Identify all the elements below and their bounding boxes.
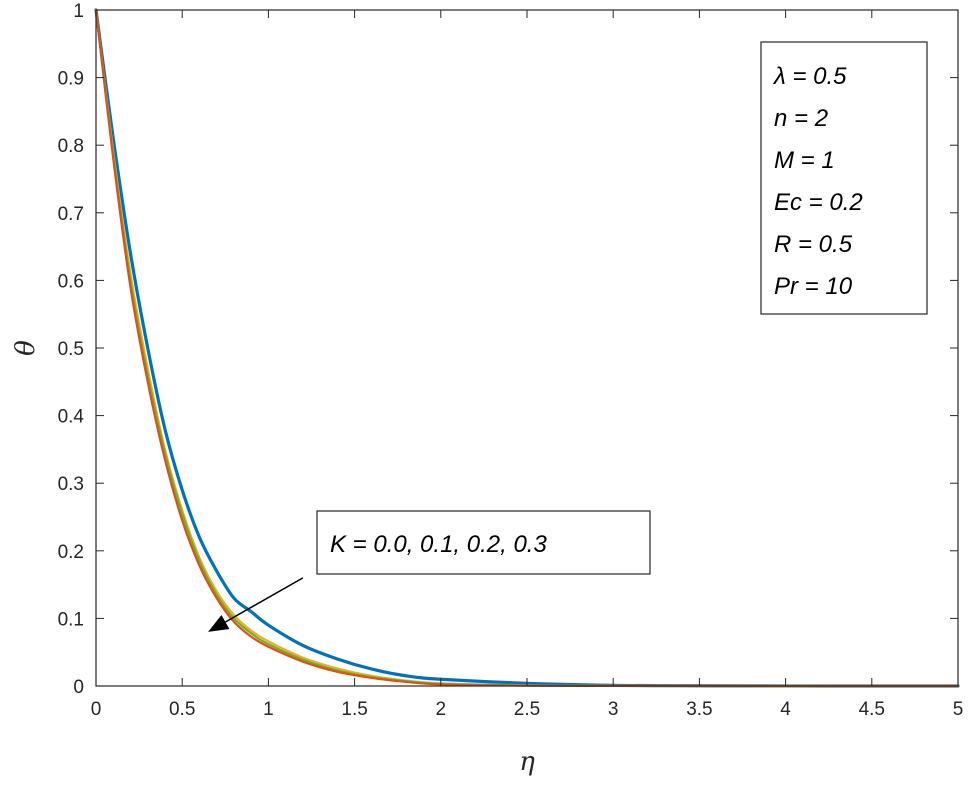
x-tick-label: 1.5 [341, 699, 367, 720]
y-tick-label: 0.4 [58, 407, 85, 428]
parameter-line: n = 2 [774, 105, 828, 132]
parameters-box: λ = 0.5 n = 2 M = 1 Ec = 0.2 R = 0.5 Pr = 10 [760, 41, 928, 315]
y-tick-label: 0.8 [58, 136, 84, 157]
k-annotation-text: K = 0.0, 0.1, 0.2, 0.3 [330, 531, 547, 558]
k-annotation-arrow-head [208, 615, 230, 632]
parameter-line: M = 1 [774, 147, 835, 174]
x-tick-label: 5 [953, 699, 964, 720]
y-tick-labels: 0 0.1 0.2 0.3 0.4 0.5 0.6 0.7 0.8 0.9 1 [58, 1, 85, 698]
k-annotation-box [316, 510, 651, 575]
y-tick-label: 0.3 [58, 474, 84, 495]
x-tick-label: 4.5 [859, 699, 885, 720]
ticks-layer [95, 9, 959, 687]
y-tick-label: 0 [73, 677, 84, 698]
parameter-line: Pr = 10 [774, 273, 853, 300]
parameters-box-lines: λ = 0.5 n = 2 M = 1 Ec = 0.2 R = 0.5 Pr = 10 [772, 63, 863, 300]
x-tick-label: 1 [263, 699, 274, 720]
x-tick-label: 4 [780, 699, 791, 720]
x-tick-labels: 0 0.5 1 1.5 2 2.5 3 3.5 4 4.5 5 [91, 699, 964, 720]
parameter-line: λ = 0.5 [772, 63, 847, 90]
x-tick-label: 2.5 [514, 699, 540, 720]
parameters-box-frame [760, 41, 928, 315]
x-tick-label: 0 [91, 699, 102, 720]
x-tick-label: 3 [608, 699, 619, 720]
x-axis-label: η [519, 747, 535, 777]
x-tick-label: 2 [436, 699, 447, 720]
y-tick-label: 1 [73, 1, 84, 22]
k-annotation: K = 0.0, 0.1, 0.2, 0.3 [208, 510, 651, 632]
x-tick-label: 3.5 [686, 699, 712, 720]
y-tick-label: 0.2 [58, 542, 84, 563]
y-tick-label: 0.5 [58, 339, 84, 360]
y-tick-label: 0.7 [58, 204, 84, 225]
parameter-line: R = 0.5 [774, 231, 853, 258]
k-annotation-arrow-line [225, 577, 304, 623]
y-tick-label: 0.6 [58, 271, 84, 292]
parameter-line: Ec = 0.2 [774, 189, 863, 216]
y-tick-label: 0.1 [58, 609, 84, 630]
x-tick-label: 0.5 [169, 699, 195, 720]
y-tick-label: 0.9 [58, 69, 84, 90]
y-axis-label: θ [11, 340, 41, 356]
